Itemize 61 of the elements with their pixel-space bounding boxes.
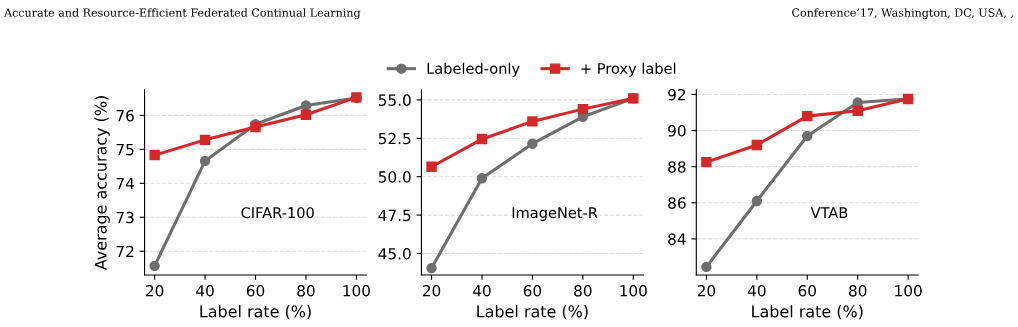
x-tick-label: 80 xyxy=(297,285,315,297)
point xyxy=(852,105,863,116)
point xyxy=(802,110,813,122)
y-tick-label: 73 xyxy=(116,211,134,224)
x-tick-label: 40 xyxy=(747,285,766,297)
x-tick-label: 40 xyxy=(473,285,491,297)
legend-label: Labeled-only xyxy=(427,62,520,77)
x-tick-label: 20 xyxy=(422,285,441,297)
point xyxy=(701,261,712,273)
point xyxy=(751,139,763,151)
x-tick-label: 100 xyxy=(895,285,922,297)
y-tick-label: 90 xyxy=(668,125,686,137)
annotation: VTAB xyxy=(810,207,848,218)
x-tick-label: 100 xyxy=(620,285,647,297)
y-tick-label: 92 xyxy=(668,88,686,101)
text: Conference’17, Washington, DC, USA, , xyxy=(792,8,1013,20)
point xyxy=(300,100,312,111)
x-tick-label: 60 xyxy=(246,285,265,297)
y-tick-label: 50.0 xyxy=(378,171,411,183)
point xyxy=(476,173,488,184)
point xyxy=(426,161,437,172)
x-tick-label: 60 xyxy=(798,285,816,297)
point xyxy=(149,149,160,161)
y-tick-label: 45.0 xyxy=(378,247,411,260)
x-tick-label: 20 xyxy=(146,285,164,297)
y-axis-title: Average accuracy (%) xyxy=(94,96,110,271)
x-axis-title: Label rate (%) xyxy=(752,305,863,320)
x-tick-label: 60 xyxy=(523,285,542,297)
x-axis-title: Label rate (%) xyxy=(477,305,588,320)
y-tick-label: 84 xyxy=(668,233,686,245)
y-tick-label: 76 xyxy=(116,109,134,122)
annotation: CIFAR-100 xyxy=(241,207,314,219)
point xyxy=(527,116,538,127)
point xyxy=(199,134,211,146)
y-tick-label: 72 xyxy=(116,245,134,258)
x-tick-label: 100 xyxy=(343,285,370,297)
y-tick-label: 55.0 xyxy=(378,94,411,106)
annotation: ImageNet-R xyxy=(512,207,598,221)
text: Accurate and Resource-Efficient Federated Continual Learning xyxy=(4,8,361,20)
point xyxy=(300,109,312,120)
x-tick-label: 80 xyxy=(574,285,592,297)
y-tick-label: 52.5 xyxy=(378,132,411,145)
x-tick-label: 20 xyxy=(697,285,716,297)
x-tick-label: 40 xyxy=(196,285,214,297)
y-tick-label: 75 xyxy=(116,144,134,156)
y-tick-label: 86 xyxy=(668,197,686,209)
point xyxy=(802,130,813,142)
point xyxy=(476,133,488,145)
point xyxy=(577,103,589,115)
point xyxy=(199,155,211,167)
x-tick-label: 80 xyxy=(849,285,867,297)
y-tick-label: 74 xyxy=(116,177,134,190)
point xyxy=(426,262,437,274)
point xyxy=(149,260,160,272)
y-tick-label: 88 xyxy=(668,161,686,173)
y-tick-label: 47.5 xyxy=(378,209,411,222)
x-axis-title: Label rate (%) xyxy=(200,305,311,320)
legend-label: + Proxy label xyxy=(581,62,676,77)
point xyxy=(751,195,763,207)
point xyxy=(701,156,712,168)
point xyxy=(527,138,538,149)
